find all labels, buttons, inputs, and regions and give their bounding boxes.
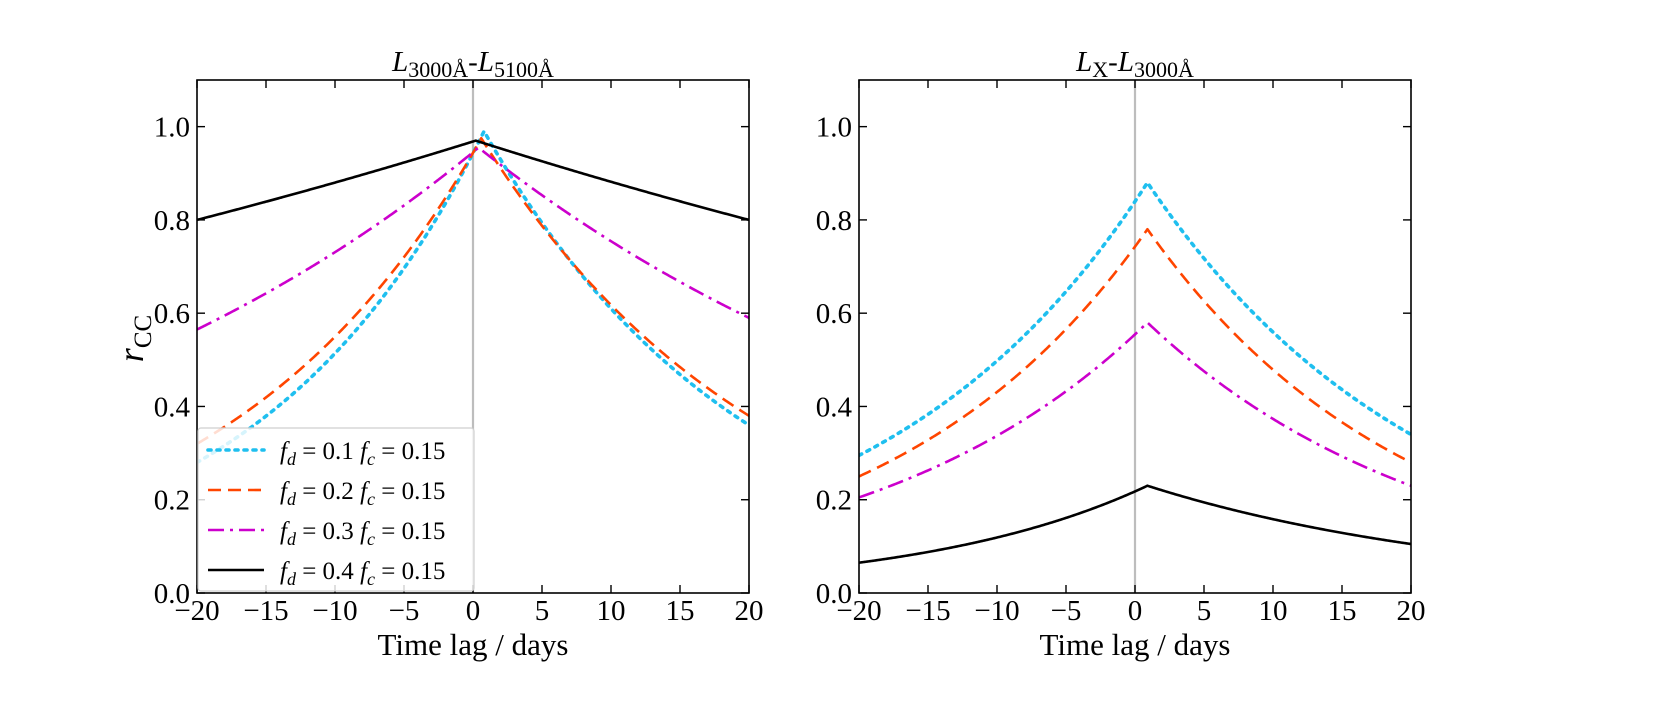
x-tick-label: 0 — [466, 595, 481, 627]
series-line-fd-0.4 — [859, 484, 1411, 564]
x-tick-label: −5 — [389, 595, 420, 627]
y-tick-label: 0.2 — [816, 485, 852, 517]
legend-fc-value: = 0.15 — [375, 438, 445, 465]
legend-fd-value: = 0.4 — [296, 558, 360, 585]
right-panel-lx-vs-l3000: −20 −15 −10 −5 0 5 10 15 20 0.0 0.2 0.4 0.6 0.8 1.0 Tim… — [816, 46, 1426, 662]
y-tick-label: 0.4 — [154, 391, 191, 423]
legend-f: f — [280, 558, 290, 585]
y-tick-label: 0.8 — [154, 205, 190, 237]
x-tick-label: −20 — [174, 595, 219, 627]
panel-title: LX-L3000Å — [1075, 46, 1194, 82]
title-sub2: 3000Å — [1134, 57, 1194, 82]
left-panel-lopt-vs-l5100: −20 −15 −10 −5 0 5 10 15 20 0.0 0.2 0.4 0.6 0.8 1.0 Tim… — [111, 46, 764, 662]
y-axis-label-sub: CC — [130, 315, 157, 348]
x-tick-label: 15 — [666, 595, 695, 627]
legend-sub-c: c — [367, 529, 375, 549]
panel-title: L3000Å-L5100Å — [391, 46, 554, 82]
title-sub2: 5100Å — [494, 57, 554, 82]
legend-entry-label: fd = 0.3 fc = 0.15 — [280, 518, 445, 549]
x-tick-label: −10 — [312, 595, 357, 627]
x-tick-label: 0 — [1128, 595, 1143, 627]
legend-entry-label: fd = 0.2 fc = 0.15 — [280, 478, 445, 509]
x-tick-label: 10 — [1259, 595, 1288, 627]
legend-f2: f — [360, 478, 370, 505]
legend-box — [197, 427, 475, 592]
legend-f: f — [280, 478, 290, 505]
legend-entry-label: fd = 0.4 fc = 0.15 — [280, 558, 445, 589]
y-tick-label: 1.0 — [816, 112, 852, 144]
x-axis-label: Time lag / days — [1040, 627, 1231, 662]
legend-f2: f — [360, 518, 370, 545]
legend-sub-d: d — [287, 529, 297, 549]
y-tick-label: 0.4 — [816, 391, 853, 423]
series-group — [197, 129, 749, 465]
x-tick-label: 20 — [735, 595, 764, 627]
y-axis-label-main: r — [111, 347, 151, 362]
x-tick-label: −20 — [836, 595, 881, 627]
title-main: L — [391, 46, 408, 78]
legend-f: f — [280, 518, 290, 545]
legend-fd-value: = 0.1 — [296, 438, 360, 465]
title-sep: - — [468, 46, 478, 78]
title-main2: L — [477, 46, 494, 78]
series-line-fd-0.1 — [859, 180, 1411, 458]
series-line-fd-0.2 — [197, 137, 749, 445]
legend-f2: f — [360, 558, 370, 585]
series-line-fd-0.4 — [197, 139, 749, 222]
x-tick-label: −15 — [243, 595, 288, 627]
legend-sub-c: c — [367, 569, 375, 589]
title-sub: 3000Å — [408, 57, 468, 82]
y-tick-label: 0.6 — [816, 298, 852, 330]
series-line-fd-0.2 — [859, 227, 1411, 478]
legend-entry-label: fd = 0.1 fc = 0.15 — [280, 438, 445, 469]
y-tick-label: 0.2 — [154, 485, 190, 517]
series-line-fd-0.3 — [197, 146, 749, 331]
x-tick-label: −5 — [1051, 595, 1082, 627]
x-tick-label: 10 — [597, 595, 626, 627]
legend-f2: f — [360, 438, 370, 465]
series-line-fd-0.3 — [859, 321, 1411, 499]
legend-sub-d: d — [287, 569, 297, 589]
y-tick-label: 0.8 — [816, 205, 852, 237]
title-main2: L — [1117, 46, 1134, 78]
series-line-fd-0.1 — [197, 129, 749, 465]
legend-sub-d: d — [287, 449, 297, 469]
legend-fd-value: = 0.2 — [296, 478, 360, 505]
y-axis-label: rCC — [111, 315, 157, 362]
legend-sub-c: c — [367, 489, 375, 509]
title-sub: X — [1092, 57, 1108, 82]
x-tick-label: 5 — [535, 595, 550, 627]
y-tick-label: 0.0 — [816, 578, 852, 610]
series-group — [859, 180, 1411, 564]
y-tick-label: 0.6 — [154, 298, 190, 330]
legend-sub-d: d — [287, 489, 297, 509]
legend-fc-value: = 0.15 — [375, 518, 445, 545]
y-tick-label: 0.0 — [154, 578, 190, 610]
legend-fc-value: = 0.15 — [375, 558, 445, 585]
x-tick-label: 15 — [1328, 595, 1357, 627]
x-tick-label: 5 — [1197, 595, 1212, 627]
legend-f: f — [280, 438, 290, 465]
legend-sub-c: c — [367, 449, 375, 469]
title-main: L — [1075, 46, 1092, 78]
x-axis-label: Time lag / days — [378, 627, 569, 662]
legend-fd-value: = 0.3 — [296, 518, 360, 545]
y-tick-label: 1.0 — [154, 112, 190, 144]
x-tick-label: 20 — [1397, 595, 1426, 627]
title-sep: - — [1108, 46, 1118, 78]
x-tick-label: −15 — [905, 595, 950, 627]
x-tick-label: −10 — [974, 595, 1019, 627]
legend-fc-value: = 0.15 — [375, 478, 445, 505]
